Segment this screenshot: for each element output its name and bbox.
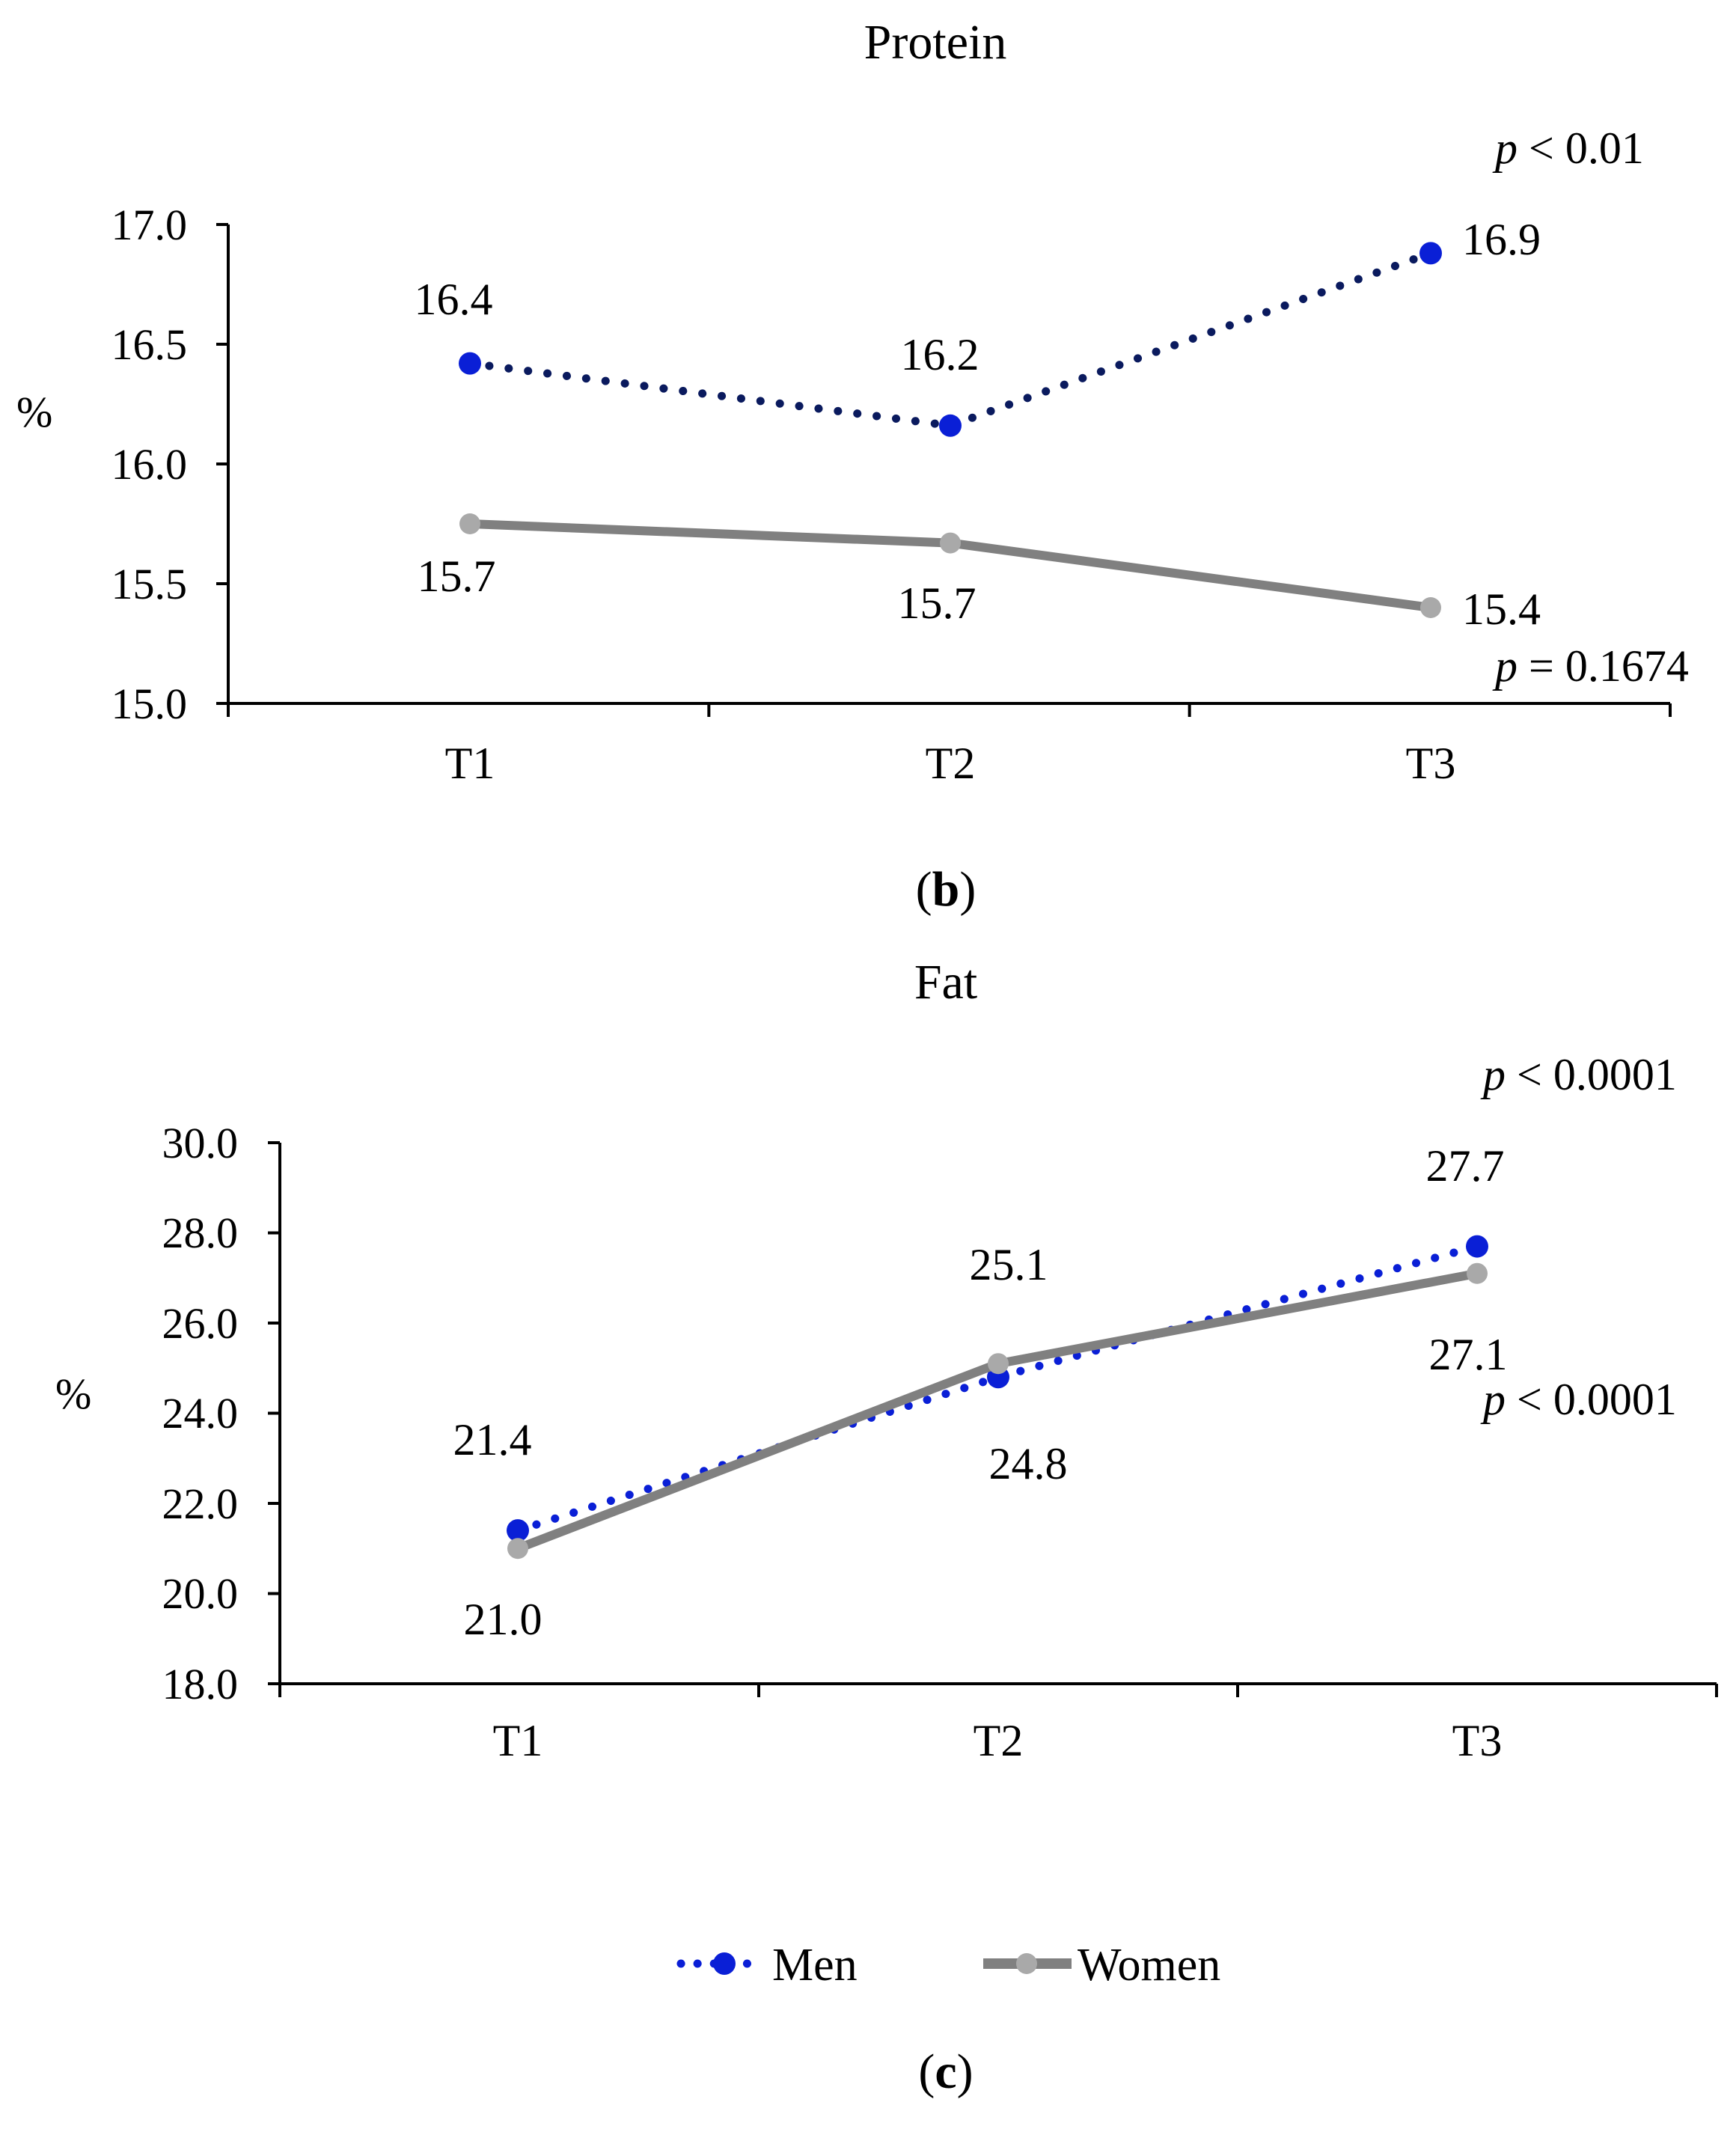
protein-men-data-label: 16.2 [901,330,979,379]
fat-ytick-label: 24.0 [162,1389,239,1438]
fat-ytick-label: 18.0 [162,1660,239,1708]
legend-women-label: Women [1078,1940,1220,1991]
protein-men-data-label: 16.4 [415,275,493,324]
fat-men-data-label: 27.7 [1426,1141,1505,1191]
fat-women-p-value: p < 0.0001 [1480,1375,1677,1424]
protein-women-data-label: 15.4 [1462,584,1541,634]
fat-men-data-label: 24.8 [989,1439,1068,1488]
legend-women-swatch [983,1953,1072,1974]
fat-men-p-value: p < 0.0001 [1480,1050,1677,1099]
fat-ytick-label: 28.0 [162,1209,239,1257]
fat-ytick-label: 30.0 [162,1119,239,1167]
fat-plot-area [268,1141,1718,1697]
fat-men-data-label: 21.4 [453,1415,532,1464]
legend: Men Women [676,1940,1220,1991]
fat-women-point [1467,1262,1488,1284]
legend-women-marker [1016,1953,1037,1974]
legend-men-marker [713,1952,736,1975]
fat-xtick-label: T3 [1452,1716,1503,1765]
protein-men-p-value: p < 0.01 [1492,123,1644,173]
protein-women-p-value: p = 0.1674 [1492,641,1689,691]
protein-men-data-label: 16.9 [1462,215,1541,264]
protein-xtick-label: T2 [926,739,976,788]
protein-chart: Protein % 15.0 15.5 16.0 16.5 17.0 T1 T2… [16,15,1689,917]
fat-chart: Fat % 18.0 20.0 22.0 24.0 26.0 28.0 30.0… [55,955,1718,1765]
fat-women-line [516,1268,1479,1553]
protein-xtick-label: T3 [1406,739,1456,788]
protein-women-data-label: 15.7 [898,578,977,628]
protein-men-point [1419,242,1442,265]
fat-ytick-label: 20.0 [162,1569,239,1618]
protein-xtick-label: T1 [445,739,495,788]
protein-plot-area [216,223,1672,717]
protein-ytick-label: 16.5 [111,320,188,369]
fat-title: Fat [914,955,977,1009]
fat-women-point [507,1538,528,1560]
protein-ytick-label: 15.0 [111,679,188,728]
legend-men-swatch [676,1952,753,1975]
protein-women-point [940,532,961,554]
fat-women-data-label: 25.1 [970,1240,1048,1289]
fat-xtick-label: T1 [493,1716,543,1765]
protein-women-point [1420,597,1441,618]
protein-ytick-label: 17.0 [111,201,188,249]
fat-ytick-label: 26.0 [162,1299,239,1348]
fat-women-data-label: 21.0 [464,1595,542,1644]
protein-women-data-label: 15.7 [418,552,496,601]
protein-title: Protein [864,15,1007,70]
protein-men-point [939,414,962,437]
fat-panel-label: (c) [918,2044,973,2099]
fat-women-point [988,1353,1009,1375]
fat-women-data-label: 27.1 [1429,1330,1508,1379]
legend-men-label: Men [772,1940,858,1991]
fat-men-point [507,1519,529,1542]
protein-men-point [459,352,481,375]
protein-ytick-label: 16.0 [111,440,188,489]
protein-y-axis-label: % [16,388,52,436]
fat-ytick-label: 22.0 [162,1479,239,1528]
fat-y-axis-label: % [55,1369,91,1418]
protein-ytick-label: 15.5 [111,560,188,608]
protein-women-point [459,513,480,534]
fat-xtick-label: T2 [974,1716,1024,1765]
protein-panel-label: (b) [916,862,977,917]
fat-men-point [1466,1235,1488,1258]
